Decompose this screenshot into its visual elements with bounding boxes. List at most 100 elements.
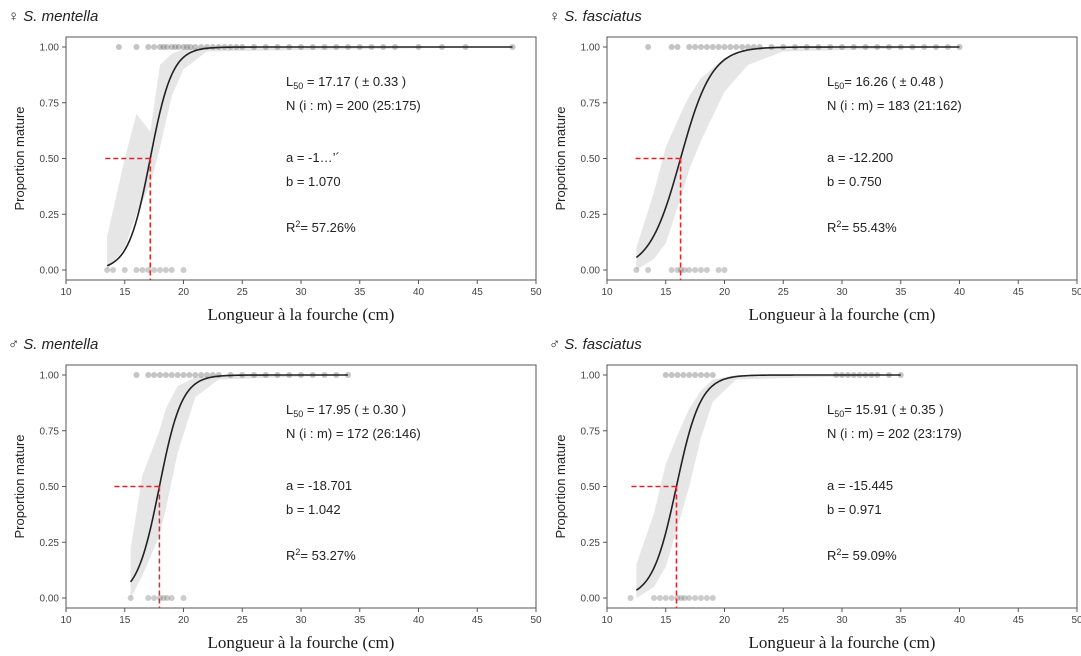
data-point-mature <box>668 44 675 50</box>
fitted-curve <box>106 46 513 267</box>
y-tick-label: 0.75 <box>581 98 601 109</box>
x-tick-label: 45 <box>472 615 484 626</box>
data-point-mature <box>175 44 182 50</box>
data-point-mature <box>160 44 167 50</box>
data-point-mature <box>145 44 152 50</box>
x-tick-label: 30 <box>295 287 307 298</box>
r2-symbol: R <box>286 548 295 563</box>
r2-superscript: 2 <box>295 219 300 229</box>
data-point-immature <box>678 267 685 273</box>
chart-panel-female-fasciatus: ♀ S. fasciatus 0.00 0.25 0.50 0.75 1.00 10 15 20 2… <box>541 0 1081 328</box>
y-axis-label: Proportion mature <box>12 434 27 538</box>
data-point-immature <box>139 267 146 273</box>
confidence-band <box>636 375 901 598</box>
data-point-immature <box>104 267 111 273</box>
x-axis-label: Longueur à la fourche (cm) <box>749 633 936 652</box>
y-tick-label: 0.75 <box>40 426 60 437</box>
data-point-immature <box>681 595 688 601</box>
data-point-immature <box>633 267 640 273</box>
data-point-immature <box>656 595 663 601</box>
data-point-immature <box>681 267 688 273</box>
data-point-immature <box>180 267 187 273</box>
x-tick-label: 40 <box>413 287 425 298</box>
data-point-mature <box>180 372 187 378</box>
annotation-a: a = -1…’´ <box>286 150 340 165</box>
data-point-mature <box>739 44 746 50</box>
data-point-mature <box>698 372 704 378</box>
data-point-immature <box>703 595 710 601</box>
data-point-mature <box>692 372 699 378</box>
sex-symbol: ♂ <box>8 336 19 353</box>
data-point-immature <box>160 595 167 601</box>
data-point-mature <box>686 372 693 378</box>
x-tick-label: 15 <box>660 287 672 298</box>
data-point-immature <box>674 267 681 273</box>
data-point-immature <box>698 267 704 273</box>
annotation-l50: L50= 16.26 ( ± 0.48 ) <box>827 74 944 91</box>
y-tick-label: 0.25 <box>40 538 60 549</box>
chart-panel-female-mentella: ♀ S. mentella 0.00 0.25 0.50 0.75 1.00 10 15 20 25… <box>0 0 542 328</box>
y-tick-label: 0.25 <box>40 210 60 221</box>
data-point-mature <box>686 44 693 50</box>
x-tick-label: 15 <box>119 615 131 626</box>
l50-symbol: L <box>827 74 834 89</box>
y-tick-label: 0.00 <box>581 594 601 605</box>
panel-title: ♀ S. fasciatus <box>549 8 642 25</box>
l50-value: = 17.17 ( ± 0.33 ) <box>303 74 406 89</box>
x-tick-label: 30 <box>295 615 307 626</box>
x-tick-label: 30 <box>836 615 848 626</box>
l50-symbol: L <box>286 74 293 89</box>
x-tick-label: 50 <box>530 287 542 298</box>
data-point-mature <box>745 44 751 50</box>
data-point-mature <box>709 372 716 378</box>
data-point-mature <box>680 372 687 378</box>
data-point-mature <box>674 44 681 50</box>
data-point-mature <box>645 44 652 50</box>
x-tick-label: 35 <box>354 615 366 626</box>
x-tick-label: 50 <box>1071 287 1081 298</box>
annotation-a: a = -15.445 <box>827 478 893 493</box>
annotation-b: b = 0.750 <box>827 174 882 189</box>
data-point-immature <box>162 267 169 273</box>
data-point-mature <box>151 44 158 50</box>
x-tick-label: 10 <box>60 287 72 298</box>
data-point-immature <box>703 267 710 273</box>
data-point-immature <box>645 267 652 273</box>
data-point-mature <box>168 372 175 378</box>
data-point-mature <box>674 372 681 378</box>
data-point-mature <box>721 44 728 50</box>
y-axis-label: Proportion mature <box>553 434 568 538</box>
fitted-curve <box>129 374 348 583</box>
data-point-immature <box>157 595 163 601</box>
x-tick-label: 15 <box>119 287 131 298</box>
species-name: S. mentella <box>23 336 98 353</box>
x-tick-label: 15 <box>660 615 672 626</box>
x-tick-label: 20 <box>178 287 190 298</box>
r2-value: = 53.27% <box>300 548 356 563</box>
annotation-l50: L50= 15.91 ( ± 0.35 ) <box>827 402 944 419</box>
annotation-a: a = -18.701 <box>286 478 352 493</box>
data-point-mature <box>133 44 140 50</box>
x-tick-label: 50 <box>530 615 542 626</box>
data-point-immature <box>715 267 722 273</box>
l50-subscript: 50 <box>293 409 303 419</box>
r2-superscript: 2 <box>836 219 841 229</box>
x-axis-label: Longueur à la fourche (cm) <box>749 305 936 324</box>
data-point-mature <box>164 44 171 50</box>
x-tick-label: 30 <box>836 287 848 298</box>
x-tick-label: 35 <box>895 615 907 626</box>
l50-value: = 17.95 ( ± 0.30 ) <box>303 402 406 417</box>
data-point-immature <box>110 267 116 273</box>
data-point-immature <box>121 267 128 273</box>
x-tick-label: 45 <box>1013 287 1025 298</box>
x-tick-label: 35 <box>354 287 366 298</box>
data-point-immature <box>151 595 158 601</box>
y-tick-label: 0.50 <box>581 482 601 493</box>
x-axis-label: Longueur à la fourche (cm) <box>208 305 395 324</box>
chart-svg: ♀ S. fasciatus 0.00 0.25 0.50 0.75 1.00 10 15 20 2… <box>549 8 1081 324</box>
panel-title: ♂ S. mentella <box>8 336 98 353</box>
r2-superscript: 2 <box>836 547 841 557</box>
x-tick-label: 40 <box>413 615 425 626</box>
data-point-mature <box>115 44 122 50</box>
